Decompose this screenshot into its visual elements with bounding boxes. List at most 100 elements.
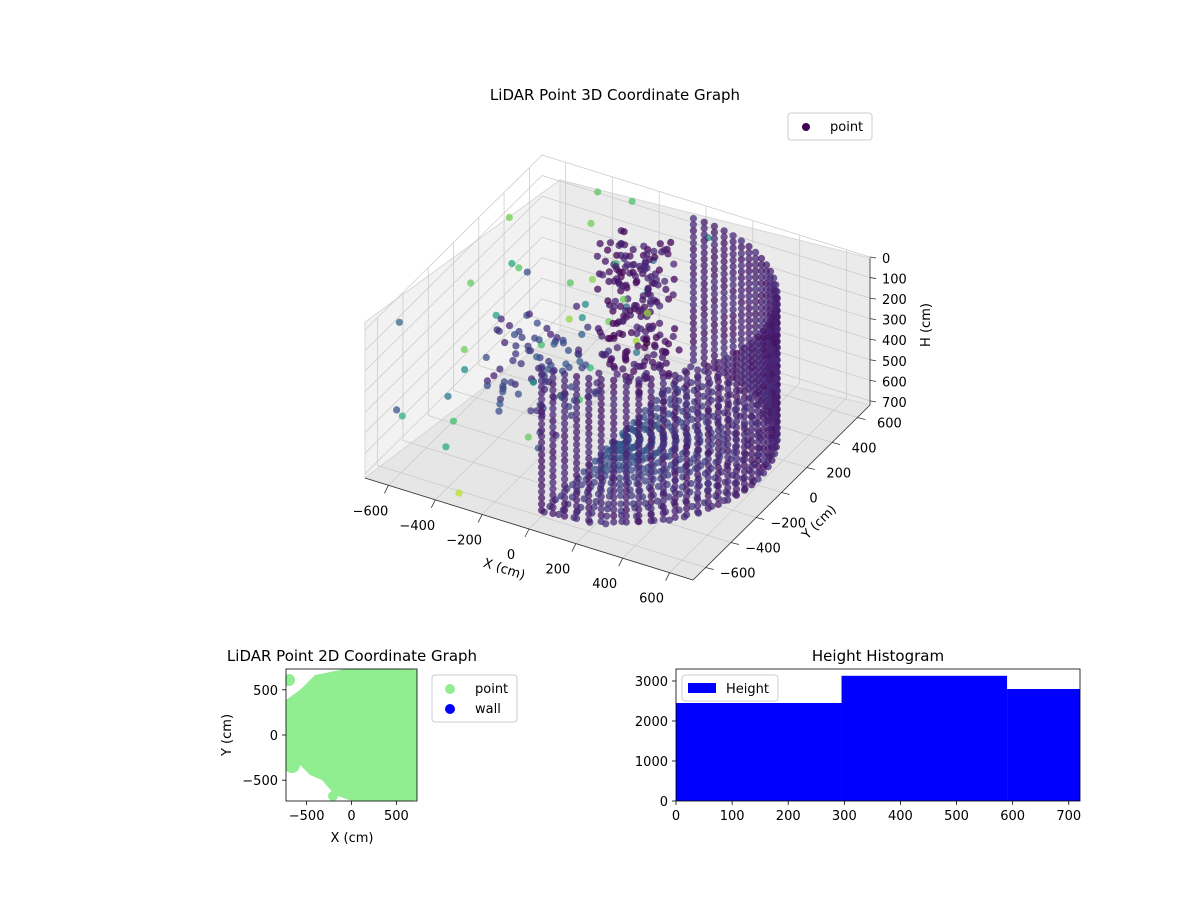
point-3d — [591, 465, 599, 473]
point-3d — [549, 368, 557, 376]
point-3d — [704, 369, 712, 377]
point-3d — [647, 467, 655, 475]
point-3d — [729, 306, 737, 314]
y-tick-label-3d: 0 — [809, 492, 817, 507]
point-3d — [538, 408, 546, 416]
point-3d — [737, 305, 746, 313]
point-3d — [754, 456, 762, 465]
point-3d — [732, 448, 741, 456]
point-3d — [745, 292, 753, 300]
point-3d — [700, 348, 708, 356]
point-3d — [671, 445, 679, 453]
point-3d — [724, 490, 732, 498]
h-tick-label-3d: 200 — [882, 293, 907, 308]
y-tick-3d — [705, 567, 714, 570]
point-3d — [646, 291, 655, 299]
point-3d — [729, 343, 737, 351]
point-3d — [647, 406, 655, 414]
point-3d — [748, 456, 756, 464]
point-3d — [729, 281, 737, 289]
point-3d — [652, 333, 660, 341]
point-3d — [549, 374, 557, 382]
point-3d — [647, 486, 655, 494]
point-3d — [669, 332, 677, 341]
point-3d — [710, 352, 719, 360]
point-3d — [585, 374, 593, 382]
point-3d — [610, 432, 618, 440]
point-3d — [482, 353, 490, 361]
point-3d — [710, 333, 719, 341]
point-3d — [610, 401, 618, 409]
x-tick-3d — [618, 557, 624, 567]
point-3d — [461, 366, 469, 374]
point-3d — [603, 512, 611, 520]
point-3d — [635, 425, 643, 433]
point-3d — [714, 470, 722, 478]
point-3d — [573, 496, 581, 504]
point-3d — [670, 260, 678, 268]
point-3d — [538, 426, 546, 434]
point-3d — [671, 513, 679, 521]
x-tick-label-3d: −600 — [353, 504, 389, 519]
point-3d — [618, 268, 627, 277]
point-3d — [643, 353, 652, 361]
point-3d — [606, 334, 614, 343]
point-3d — [549, 485, 557, 493]
point-3d — [585, 461, 593, 469]
point-3d — [714, 377, 722, 385]
point-3d — [700, 280, 708, 288]
point-3d — [710, 346, 719, 354]
point-3d — [766, 267, 775, 275]
point-3d — [442, 443, 450, 451]
point-3d — [732, 411, 741, 419]
point-3d — [724, 478, 732, 486]
point-3d — [748, 450, 756, 458]
point-3d — [654, 281, 662, 289]
point-3d — [683, 381, 691, 389]
point-3d — [689, 227, 698, 235]
point-3d — [683, 492, 691, 500]
point-3d — [754, 345, 762, 354]
point-3d — [661, 277, 669, 285]
point-3d — [610, 407, 618, 415]
point-3d — [710, 327, 719, 335]
point-3d — [754, 401, 762, 409]
histogram-ticks: 0 100 200 300 400 500 600 700 0 1000 2000 3000 — [635, 675, 1081, 824]
point-3d — [752, 285, 760, 293]
point-3d — [585, 516, 593, 524]
point-3d — [617, 500, 625, 508]
h-tick-label-3d: 700 — [882, 396, 907, 411]
point-3d — [700, 249, 708, 257]
point-3d — [538, 395, 546, 403]
x-tick-label-hist: 200 — [776, 809, 801, 824]
point-3d — [661, 337, 669, 346]
grid-line-3d — [453, 242, 782, 493]
point-3d — [740, 431, 749, 439]
point-3d — [720, 307, 728, 315]
point-3d — [740, 406, 749, 414]
y-tick-label-3d: 400 — [852, 442, 877, 457]
point-3d — [538, 371, 546, 379]
point-3d — [628, 197, 636, 205]
point-3d — [659, 380, 667, 388]
legend-hist-swatch — [688, 683, 716, 693]
point-3d — [714, 402, 722, 410]
point-3d — [700, 354, 708, 362]
point-3d — [637, 325, 645, 333]
point-3d — [561, 500, 569, 508]
point-3d — [561, 438, 569, 446]
point-3d — [671, 427, 679, 435]
point-3d — [653, 497, 661, 505]
point-3d — [724, 484, 732, 492]
y-tick-label-3d: 600 — [877, 417, 902, 432]
point-3d — [606, 239, 615, 247]
point-3d — [752, 273, 760, 281]
point-3d — [714, 488, 722, 496]
point-3d — [597, 412, 605, 421]
point-3d — [635, 400, 643, 409]
point-3d — [689, 264, 698, 272]
point-3d — [671, 470, 679, 478]
point-3d — [549, 466, 557, 474]
point-3d — [635, 388, 643, 396]
h-tick-3d — [869, 400, 877, 403]
